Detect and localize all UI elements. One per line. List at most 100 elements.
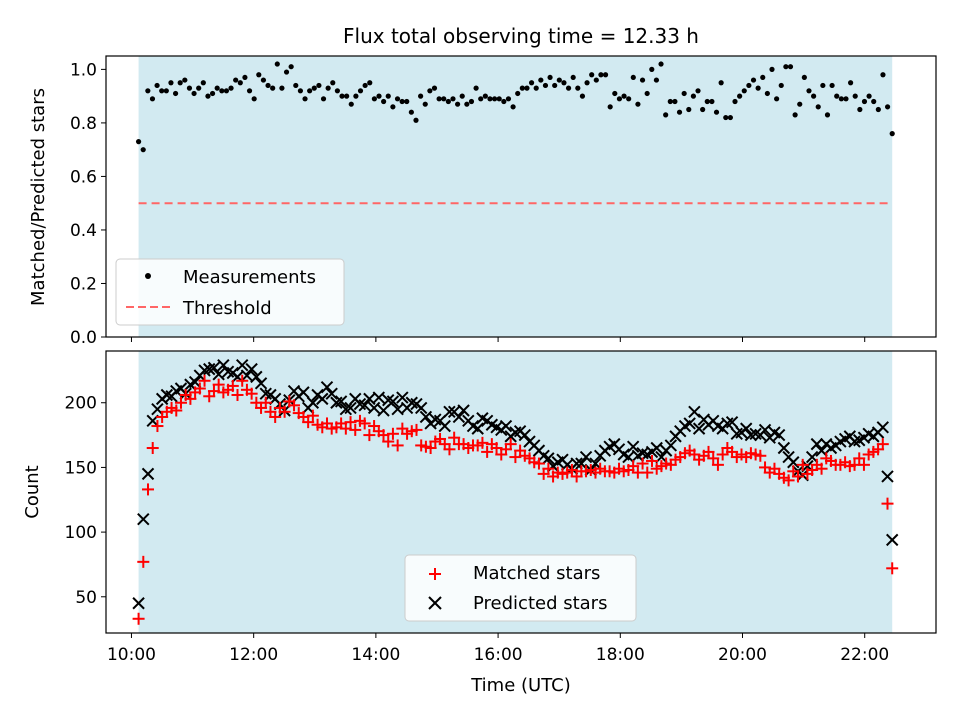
measurement-point <box>584 80 590 86</box>
measurement-point <box>783 64 789 70</box>
predicted-point <box>212 368 225 381</box>
matched-point <box>754 449 767 462</box>
measurement-point <box>792 112 798 118</box>
measurement-point <box>700 106 706 113</box>
measurement-point <box>626 96 632 102</box>
top-legend-box <box>115 258 345 326</box>
matched-point <box>645 454 658 467</box>
matched-point <box>306 409 319 422</box>
matched-point <box>716 448 729 461</box>
matched-point <box>796 458 809 471</box>
matched-point <box>443 443 456 456</box>
predicted-point <box>334 395 348 408</box>
measurement-point <box>774 96 780 102</box>
measurement-point <box>811 93 817 99</box>
predicted-point <box>499 419 513 433</box>
legend-threshold: Threshold <box>182 298 272 319</box>
measurement-point <box>565 85 572 91</box>
predicted-point <box>141 467 155 481</box>
predicted-point <box>650 441 663 455</box>
measurement-point <box>168 80 174 86</box>
predicted-point <box>236 359 249 372</box>
measurement-point <box>861 98 868 105</box>
measurement-point <box>713 109 720 115</box>
measurement-point <box>667 98 673 105</box>
predicted-point <box>217 359 230 372</box>
matched-point <box>636 457 649 470</box>
measurement-point <box>325 85 331 91</box>
measurement-point <box>376 93 382 99</box>
measurement-point <box>681 90 687 97</box>
predicted-point <box>452 410 466 424</box>
matched-point <box>424 442 437 455</box>
x-tick-label: 16:00 <box>474 645 523 665</box>
predicted-point <box>297 386 310 399</box>
measurement-point <box>602 72 609 78</box>
predicted-point <box>575 457 588 470</box>
predicted-point <box>344 401 357 415</box>
measurement-point <box>279 85 285 91</box>
top-y-tick-label: 0.0 <box>70 328 97 348</box>
matched-point <box>542 462 555 475</box>
measurement-point <box>732 98 738 105</box>
predicted-point <box>772 428 786 442</box>
top-panel: 0.0 0.2 0.4 0.6 0.8 1.0 Matched/Predicted sta… <box>28 55 937 348</box>
measurement-point <box>177 80 183 86</box>
matched-point <box>142 483 155 496</box>
measurement-point <box>256 72 262 78</box>
measurement-point <box>723 114 729 121</box>
measurement-point <box>431 85 438 91</box>
legend-measurements: Measurements <box>183 267 316 288</box>
bottom-y-axis: 50 100 150 200 <box>65 394 106 608</box>
matched-point <box>288 399 301 412</box>
top-y-tick-label: 0.8 <box>70 114 97 134</box>
measurement-point <box>145 88 151 94</box>
measurement-point <box>468 98 475 105</box>
measurement-point <box>334 88 340 94</box>
matched-point <box>174 396 187 409</box>
measurement-point <box>820 82 826 89</box>
bottom-y-tick-label: 100 <box>65 523 97 543</box>
matched-point <box>782 474 795 487</box>
x-tick-label: 20:00 <box>718 645 767 665</box>
matched-point <box>382 435 395 448</box>
predicted-point <box>664 439 678 452</box>
matched-point <box>198 374 211 387</box>
measurement-point <box>542 82 549 89</box>
predicted-point <box>626 440 640 453</box>
predicted-point <box>886 533 899 547</box>
measurement-point <box>834 93 840 99</box>
predicted-point <box>188 375 202 389</box>
measurement-point <box>473 85 479 91</box>
measurement-point <box>737 93 743 99</box>
measurement-point <box>556 77 562 83</box>
measurement-point <box>880 72 886 78</box>
measurement-point <box>283 69 290 75</box>
predicted-point <box>254 377 268 390</box>
measurement-point <box>787 64 794 70</box>
matched-point <box>391 439 404 452</box>
measurement-point <box>806 88 812 94</box>
measurement-point <box>260 77 267 83</box>
measurement-point <box>505 96 512 102</box>
matched-point <box>881 497 894 510</box>
measurement-point <box>311 85 317 91</box>
x-tick-label: 14:00 <box>351 645 400 665</box>
measurement-point <box>857 106 863 113</box>
measurement-point <box>755 85 761 91</box>
matched-point <box>278 405 291 418</box>
measurement-point <box>339 93 345 99</box>
measurement-point <box>436 96 442 102</box>
measurement-point <box>172 90 179 97</box>
measurement-point <box>367 80 373 86</box>
measurement-series <box>135 61 895 153</box>
matched-point <box>476 436 489 449</box>
matched-point <box>231 388 244 401</box>
matched-point <box>702 445 715 458</box>
measurement-point <box>399 98 405 105</box>
measurement-point <box>316 82 322 89</box>
top-legend: Measurements Threshold <box>115 258 345 326</box>
measurement-point <box>797 101 803 107</box>
measurement-point <box>478 96 484 102</box>
bottom-y-tick-label: 200 <box>65 394 97 414</box>
